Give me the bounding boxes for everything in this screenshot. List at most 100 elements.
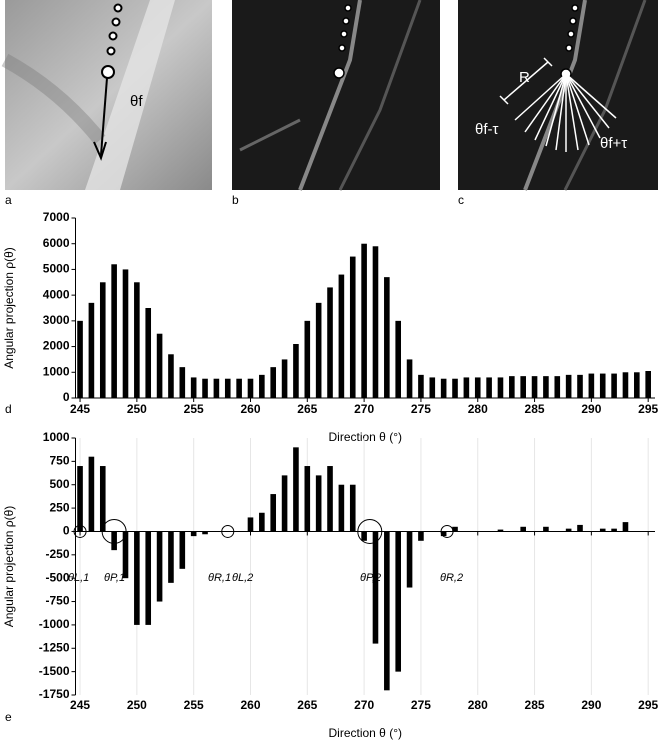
bar [168,531,174,583]
bar [156,333,163,398]
bar [247,517,254,532]
x-tick-label: 255 [184,698,204,712]
bar [349,256,356,398]
bar [452,378,458,398]
bar [554,376,561,398]
bar [395,320,402,398]
bar [213,378,220,398]
bar [77,466,83,532]
annotation: θR,2 [440,572,463,584]
x-tick-label: 270 [354,402,374,416]
y-axis-title: Angular projection ρ(θ) [2,247,16,369]
marker-circle [101,518,127,544]
theta-label: θf [130,93,143,110]
bar [520,526,526,532]
y-tick-label: 6000 [43,236,70,250]
bar [111,264,117,398]
bar [304,320,311,398]
bar [77,320,83,398]
bar [327,466,333,532]
x-tick-label: 270 [354,698,374,712]
x-tick-label: 280 [468,402,488,416]
bar [202,378,208,398]
x-tick-label: 285 [525,698,545,712]
bar [531,376,538,398]
x-tick-label: 260 [240,698,260,712]
panel-label: e [5,710,12,724]
panel-c: R θf-τ θf+τ [458,0,658,191]
bar [122,531,129,579]
bar [315,475,322,532]
bar [486,377,492,398]
bar [372,246,379,398]
y-tick-label: 5000 [43,262,70,276]
y-tick-label: -1000 [39,617,70,631]
bar [327,287,333,398]
y-tick-label: 7000 [43,210,70,224]
bar [179,367,186,398]
bar [406,531,413,588]
bar [338,274,345,398]
marker-circle [440,524,454,538]
y-tick-label: -750 [45,594,69,608]
x-tick-label: 295 [638,402,658,416]
x-tick-label: 250 [127,402,147,416]
bar [543,376,549,398]
y-tick-label: 750 [49,454,69,468]
panel-label: b [232,193,239,207]
x-tick-label: 280 [468,698,488,712]
bar [384,277,390,398]
bar [304,466,311,532]
bar [134,531,140,625]
y-tick-label: -1750 [39,687,70,701]
y-tick-label: 250 [49,500,69,514]
bar [474,377,481,398]
bar [429,377,436,398]
bar [599,373,606,398]
y-tick-label: 1000 [43,430,70,444]
bar [349,484,356,532]
bar [577,374,583,398]
bar [361,531,367,541]
bar [134,282,140,398]
bar [247,378,254,398]
y-tick-label: -1500 [39,664,70,678]
bar [395,531,402,672]
bar [406,359,413,398]
marker-circle [221,524,235,538]
x-tick-label: 285 [525,402,545,416]
annotation: θL,2 [232,572,253,584]
bar [497,377,504,398]
annotation: θP,2 [360,572,381,584]
panel-a: θf [1,0,212,190]
x-tick-label: 295 [638,698,658,712]
marker-circle [73,524,87,538]
bar [293,447,299,532]
bar [588,373,595,398]
bar [543,526,549,532]
bar [452,526,458,532]
bar [315,302,322,398]
y-tick-label: 3000 [43,313,70,327]
bar [179,531,186,569]
x-axis-title: Direction θ (°) [329,430,402,444]
bar [190,377,197,398]
bar [611,528,617,532]
panel-b [232,0,440,191]
bar [520,376,526,398]
bar [463,377,470,398]
bar [281,359,288,398]
annotation: θR,1 [208,572,231,584]
panel-label: c [458,193,464,207]
bar [372,531,379,644]
y-tick-label: -500 [45,570,69,584]
bar [565,374,572,398]
r-label: R [519,69,530,86]
x-tick-label: 290 [581,698,601,712]
bar [645,371,651,398]
panel-label: a [5,193,12,207]
x-tick-label: 275 [411,698,431,712]
bar [611,373,617,398]
bar [440,531,447,537]
x-tick-label: 245 [70,402,90,416]
